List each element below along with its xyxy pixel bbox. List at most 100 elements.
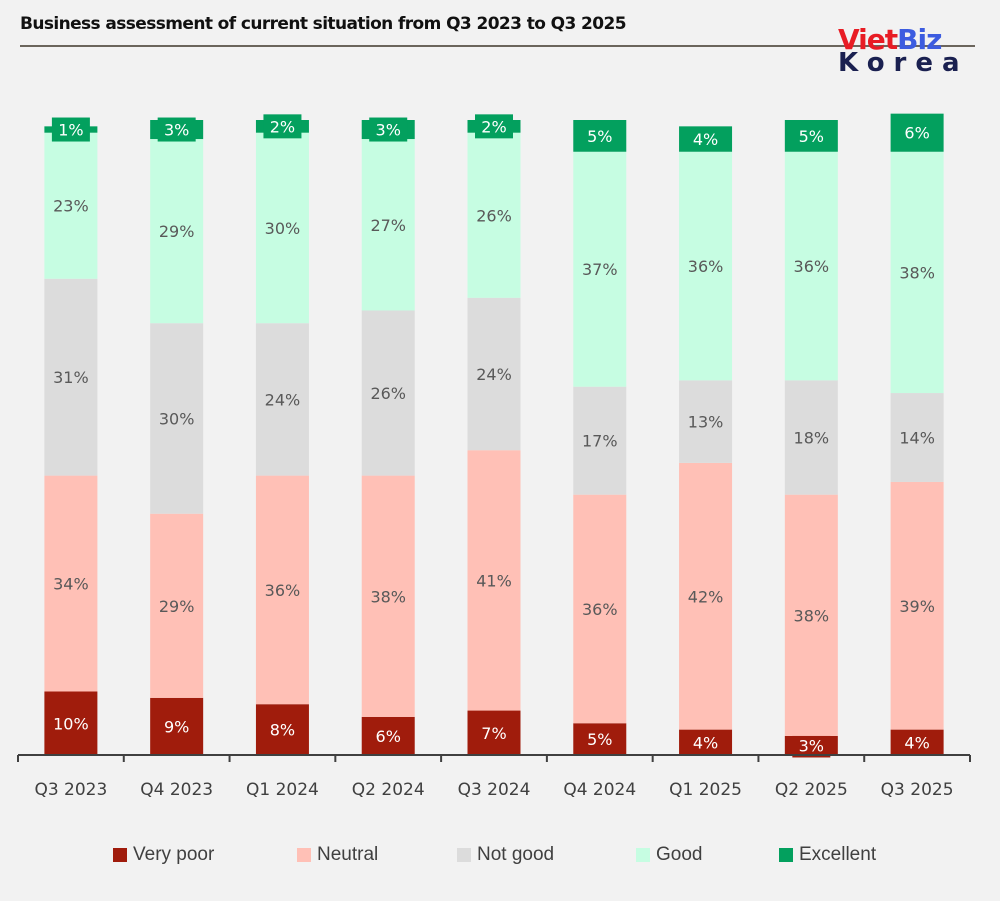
bar-segment-excellent: [679, 126, 733, 152]
bar-segment-not-good: [890, 393, 944, 482]
bar-segment-not-good: [255, 323, 309, 476]
data-label: 29%: [159, 597, 195, 616]
data-label: 4%: [693, 733, 718, 752]
data-label: 36%: [265, 581, 301, 600]
data-label: 18%: [794, 429, 830, 448]
data-label: 5%: [799, 127, 824, 146]
data-label: 5%: [587, 730, 612, 749]
bar-segment-very-poor: [890, 729, 944, 755]
data-label: 38%: [370, 587, 406, 606]
title-divider: [20, 45, 975, 47]
bar-segment-very-poor: [255, 704, 309, 755]
bar-segment-good: [150, 139, 204, 324]
bar-segment-excellent: [890, 113, 944, 152]
x-tick-label: Q2 2025: [775, 780, 848, 800]
data-label: 30%: [159, 409, 195, 428]
data-label: 39%: [899, 597, 935, 616]
data-label: 7%: [481, 724, 506, 743]
x-tick-label: Q4 2023: [140, 780, 213, 800]
bar-segment-neutral: [573, 494, 627, 724]
data-label: 37%: [582, 260, 618, 279]
logo-korea-text: Korea: [838, 48, 969, 78]
data-label: 34%: [53, 575, 89, 594]
legend-item-neutral: Neutral: [297, 844, 378, 866]
bar-segment-very-poor: [573, 723, 627, 755]
data-label: 9%: [164, 717, 189, 736]
bar-segment-not-good: [44, 278, 98, 476]
data-label: 41%: [476, 571, 512, 590]
data-label: 30%: [265, 219, 301, 238]
legend-item-very-poor: Very poor: [113, 844, 214, 866]
legend-label: Excellent: [799, 844, 877, 865]
data-label-box: [369, 117, 408, 142]
data-label: 6%: [376, 727, 401, 746]
chart-legend: Very poor Neutral Not good Good Excellent: [0, 844, 1000, 868]
bar-segment-good: [890, 151, 944, 394]
data-label: 36%: [688, 257, 724, 276]
data-label: 29%: [159, 222, 195, 241]
data-label: 26%: [370, 384, 406, 403]
bar-segment-not-good: [784, 380, 838, 495]
legend-label: Very poor: [133, 844, 215, 865]
brand-logo: VietBiz Korea: [838, 23, 969, 78]
bar-segment-very-poor: [467, 710, 521, 755]
bar-segment-neutral: [467, 450, 521, 711]
legend-label: Not good: [477, 844, 555, 865]
chart-title: Business assessment of current situation…: [20, 14, 627, 34]
legend-item-not-good: Not good: [457, 844, 554, 866]
data-label: 10%: [53, 714, 89, 733]
bar-segment-good: [44, 132, 98, 279]
data-label-box: [51, 117, 90, 142]
bar-segment-not-good: [467, 297, 521, 451]
data-label: 31%: [53, 368, 89, 387]
bar-segment-neutral: [679, 462, 733, 730]
bar-segment-neutral: [44, 475, 98, 692]
data-label: 1%: [58, 121, 83, 140]
bar-segment-good: [361, 139, 415, 311]
data-label: 14%: [899, 429, 935, 448]
data-label-box: [157, 117, 196, 142]
bar-segment-excellent: [573, 120, 627, 152]
legend-label: Good: [656, 844, 703, 865]
legend-swatch: [779, 848, 793, 862]
data-label: 27%: [370, 216, 406, 235]
x-tick-label: Q2 2024: [352, 780, 425, 800]
data-label: 3%: [164, 121, 189, 140]
bar-segment-very-poor: [44, 691, 98, 755]
bar-segment-not-good: [679, 380, 733, 463]
data-label: 4%: [904, 733, 929, 752]
legend-swatch: [297, 848, 311, 862]
bar-segment-very-poor: [361, 716, 415, 755]
data-label: 3%: [799, 736, 824, 755]
x-tick-label: Q3 2023: [34, 780, 107, 800]
data-label: 38%: [794, 606, 830, 625]
legend-swatch: [636, 848, 650, 862]
logo-biz-text: Biz: [897, 23, 942, 56]
data-label: 24%: [265, 390, 301, 409]
bar-segment-neutral: [361, 475, 415, 717]
data-label: 8%: [270, 721, 295, 740]
bar-segment-not-good: [361, 310, 415, 476]
data-label: 2%: [270, 117, 295, 136]
bar-segment-good: [679, 151, 733, 381]
x-tick-label: Q1 2025: [669, 780, 742, 800]
data-label: 6%: [904, 124, 929, 143]
data-label-box: [263, 114, 302, 139]
data-label: 4%: [693, 130, 718, 149]
data-label: 38%: [899, 263, 935, 282]
data-label-box: [475, 114, 513, 139]
x-tick-label: Q3 2025: [881, 780, 954, 800]
legend-label: Neutral: [317, 844, 379, 865]
x-tick-label: Q3 2024: [458, 780, 531, 800]
bar-segment-good: [573, 151, 627, 387]
bar-segment-not-good: [150, 323, 204, 514]
data-label: 2%: [481, 117, 506, 136]
data-label: 3%: [376, 121, 401, 140]
legend-item-good: Good: [636, 844, 702, 866]
data-label: 13%: [688, 413, 724, 432]
bar-segment-good: [784, 151, 838, 381]
data-label: 23%: [53, 197, 89, 216]
x-tick-label: Q1 2024: [246, 780, 319, 800]
bar-segment-neutral: [890, 481, 944, 730]
